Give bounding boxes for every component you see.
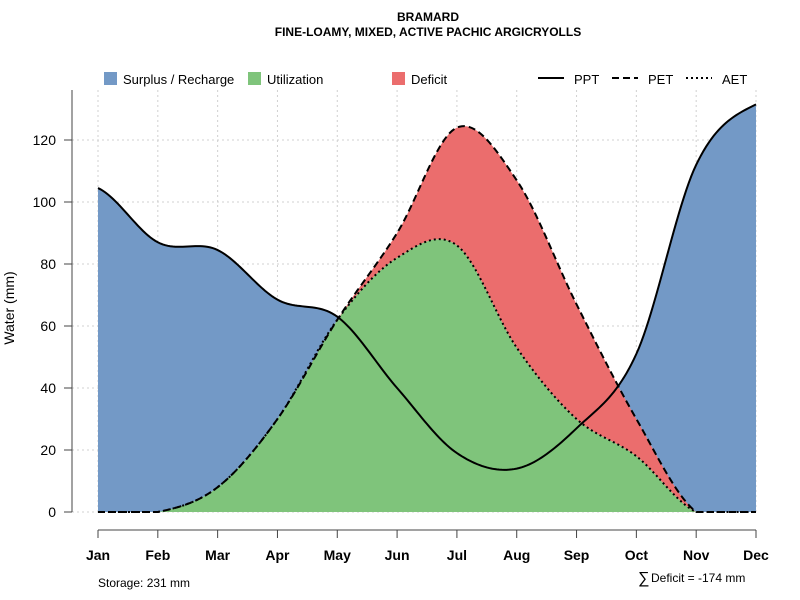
x-tick-label-sep: Sep: [564, 547, 590, 563]
legend-label: AET: [722, 72, 747, 87]
x-tick-label-jun: Jun: [385, 547, 410, 563]
deficit-sum-icon: ∑: [638, 570, 649, 587]
legend-label: PPT: [574, 72, 599, 87]
x-tick-label-jul: Jul: [447, 547, 467, 563]
y-tick-label: 120: [33, 132, 57, 148]
x-tick-label-apr: Apr: [265, 547, 290, 563]
series-line-pet: [98, 125, 756, 513]
y-tick-label: 20: [40, 442, 56, 458]
y-axis-title: Water (mm): [1, 271, 17, 344]
y-tick-label: 0: [48, 504, 56, 520]
legend-item-utilization: Utilization: [248, 72, 323, 87]
y-tick-label: 100: [33, 194, 57, 210]
legend-label: PET: [648, 72, 673, 87]
legend-item-surplus-recharge: Surplus / Recharge: [104, 72, 234, 87]
legend-item-pet: PET: [612, 72, 673, 87]
x-tick-label-jan: Jan: [86, 547, 110, 563]
series-line-aet: [98, 238, 756, 513]
legend-item-deficit: Deficit: [392, 72, 448, 87]
legend-label: Utilization: [267, 72, 323, 87]
axes: 0 20 40 60 80 100 120 Jan Feb Mar Apr May Jun Jul Aug S…: [33, 90, 769, 563]
y-tick-label: 80: [40, 256, 56, 272]
x-tick-label-oct: Oct: [625, 547, 649, 563]
legend-swatch: [248, 72, 261, 85]
x-tick-label-mar: Mar: [205, 547, 230, 563]
legend-swatch: [104, 72, 117, 85]
series-line-ppt: [97, 103, 757, 471]
legend-item-ppt: PPT: [538, 72, 599, 87]
storage-annotation: Storage: 231 mm: [98, 576, 190, 590]
legend-swatch: [392, 72, 405, 85]
x-tick-label-nov: Nov: [683, 547, 710, 563]
legend-label: Deficit: [411, 72, 448, 87]
deficit-annotation: Deficit = -174 mm: [651, 571, 745, 585]
x-tick-label-dec: Dec: [743, 547, 769, 563]
utilization-area: [98, 239, 756, 512]
x-tick-label-aug: Aug: [503, 547, 530, 563]
y-tick-label: 40: [40, 380, 56, 396]
chart-subtitle: FINE-LOAMY, MIXED, ACTIVE PACHIC ARGICRY…: [275, 25, 581, 39]
legend: Surplus / Recharge Utilization Deficit PPT P…: [104, 72, 747, 87]
x-tick-label-feb: Feb: [145, 547, 170, 563]
x-tick-label-may: May: [324, 547, 351, 563]
legend-label: Surplus / Recharge: [123, 72, 234, 87]
y-tick-label: 60: [40, 318, 56, 334]
legend-item-aet: AET: [686, 72, 747, 87]
chart-title: BRAMARD: [397, 10, 459, 24]
surplus-area-upper: [98, 104, 756, 512]
series-lines: [97, 103, 757, 513]
area-fills: [98, 104, 756, 512]
